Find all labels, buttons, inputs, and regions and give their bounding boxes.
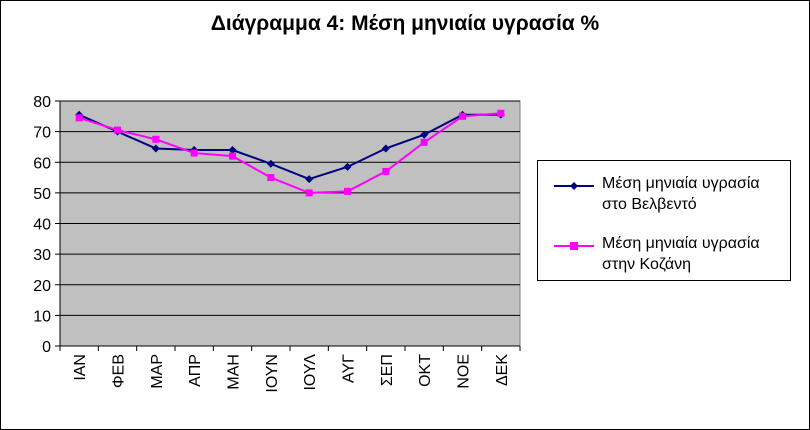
data-point	[382, 167, 390, 175]
x-tick-label: ΙΟΥΛ	[302, 354, 319, 391]
data-point	[305, 175, 314, 184]
series-lines	[75, 109, 505, 197]
y-tick-labels: 0 10 20 30 40 50 60 70 80	[33, 94, 51, 356]
data-point	[228, 146, 237, 154]
data-point	[152, 135, 160, 143]
data-point	[75, 114, 83, 122]
x-tick-label: ΙΑΝ	[72, 354, 89, 381]
y-tick-label: 80	[33, 94, 51, 111]
legend-label-line-2: στην Κοζάνη	[602, 256, 692, 273]
legend-label-line-1: Μέση μηνιαία υγρασία	[602, 175, 760, 192]
x-tick-label: ΜΑΗ	[226, 354, 243, 390]
y-tick-label: 60	[33, 155, 51, 172]
data-point	[420, 130, 429, 139]
legend-entry-kozani: Μέση μηνιαία υγρασία στην Κοζάνη	[538, 233, 790, 277]
data-point	[114, 126, 121, 134]
y-tick-label: 50	[33, 186, 51, 203]
x-tick-label: ΑΠΡ	[187, 354, 204, 387]
data-point	[190, 149, 198, 157]
x-tick-label: ΜΑΡ	[149, 354, 166, 389]
chart-title: Διάγραμμα 4: Μέση μηνιαία υγρασία %	[210, 12, 600, 35]
series-line-velvento	[78, 113, 501, 181]
data-point	[459, 112, 466, 120]
legend: Μέση μηνιαία υγρασία στο Βελβεντό Μέση μ…	[537, 160, 791, 281]
grid-lines	[60, 100, 520, 316]
data-point	[266, 159, 275, 168]
x-tick-label: ΝΟΕ	[456, 354, 473, 389]
y-tick-label: 40	[33, 217, 51, 234]
data-point	[381, 144, 390, 153]
x-tick-label: ΙΟΥΝ	[264, 354, 281, 393]
x-tick-label: ΑΥΓ	[341, 354, 358, 383]
legend-marker-diamond-icon	[554, 182, 594, 190]
data-point	[344, 187, 351, 195]
data-point	[151, 144, 160, 153]
data-point	[497, 109, 505, 117]
y-tick-label: 20	[33, 278, 51, 295]
legend-entry-velvento: Μέση μηνιαία υγρασία στο Βελβεντό	[538, 173, 790, 217]
legend-label-velvento: Μέση μηνιαία υγρασία στο Βελβεντό	[602, 173, 788, 215]
x-tick-label: ΔΕΚ	[494, 354, 511, 386]
legend-label-line-1: Μέση μηνιαία υγρασία	[602, 235, 760, 252]
data-point	[420, 138, 428, 146]
data-point	[267, 174, 275, 182]
y-tick-label: 10	[33, 308, 51, 325]
series-line-kozani	[78, 112, 501, 194]
x-tick-label: ΦΕΒ	[111, 354, 128, 388]
y-tick-label: 0	[42, 339, 51, 356]
x-tick-labels: ΙΑΝ ΦΕΒ ΜΑΡ ΑΠΡ ΜΑΗ ΙΟΥΝ ΙΟΥΛ ΑΥΓ ΣΕΠ ΟΚΤ ΝΟΕ ΔΕΚ	[72, 354, 511, 393]
legend-label-kozani: Μέση μηνιαία υγρασία στην Κοζάνη	[602, 233, 788, 275]
legend-marker-square-icon	[554, 242, 594, 250]
data-point	[229, 152, 236, 160]
axes	[55, 100, 521, 351]
y-tick-label: 70	[33, 125, 51, 142]
x-tick-label: ΟΚΤ	[417, 354, 434, 387]
y-tick-label: 30	[33, 247, 51, 264]
data-point	[305, 189, 313, 197]
data-point	[343, 162, 352, 171]
legend-label-line-2: στο Βελβεντό	[602, 196, 697, 213]
x-tick-label: ΣΕΠ	[379, 354, 396, 386]
